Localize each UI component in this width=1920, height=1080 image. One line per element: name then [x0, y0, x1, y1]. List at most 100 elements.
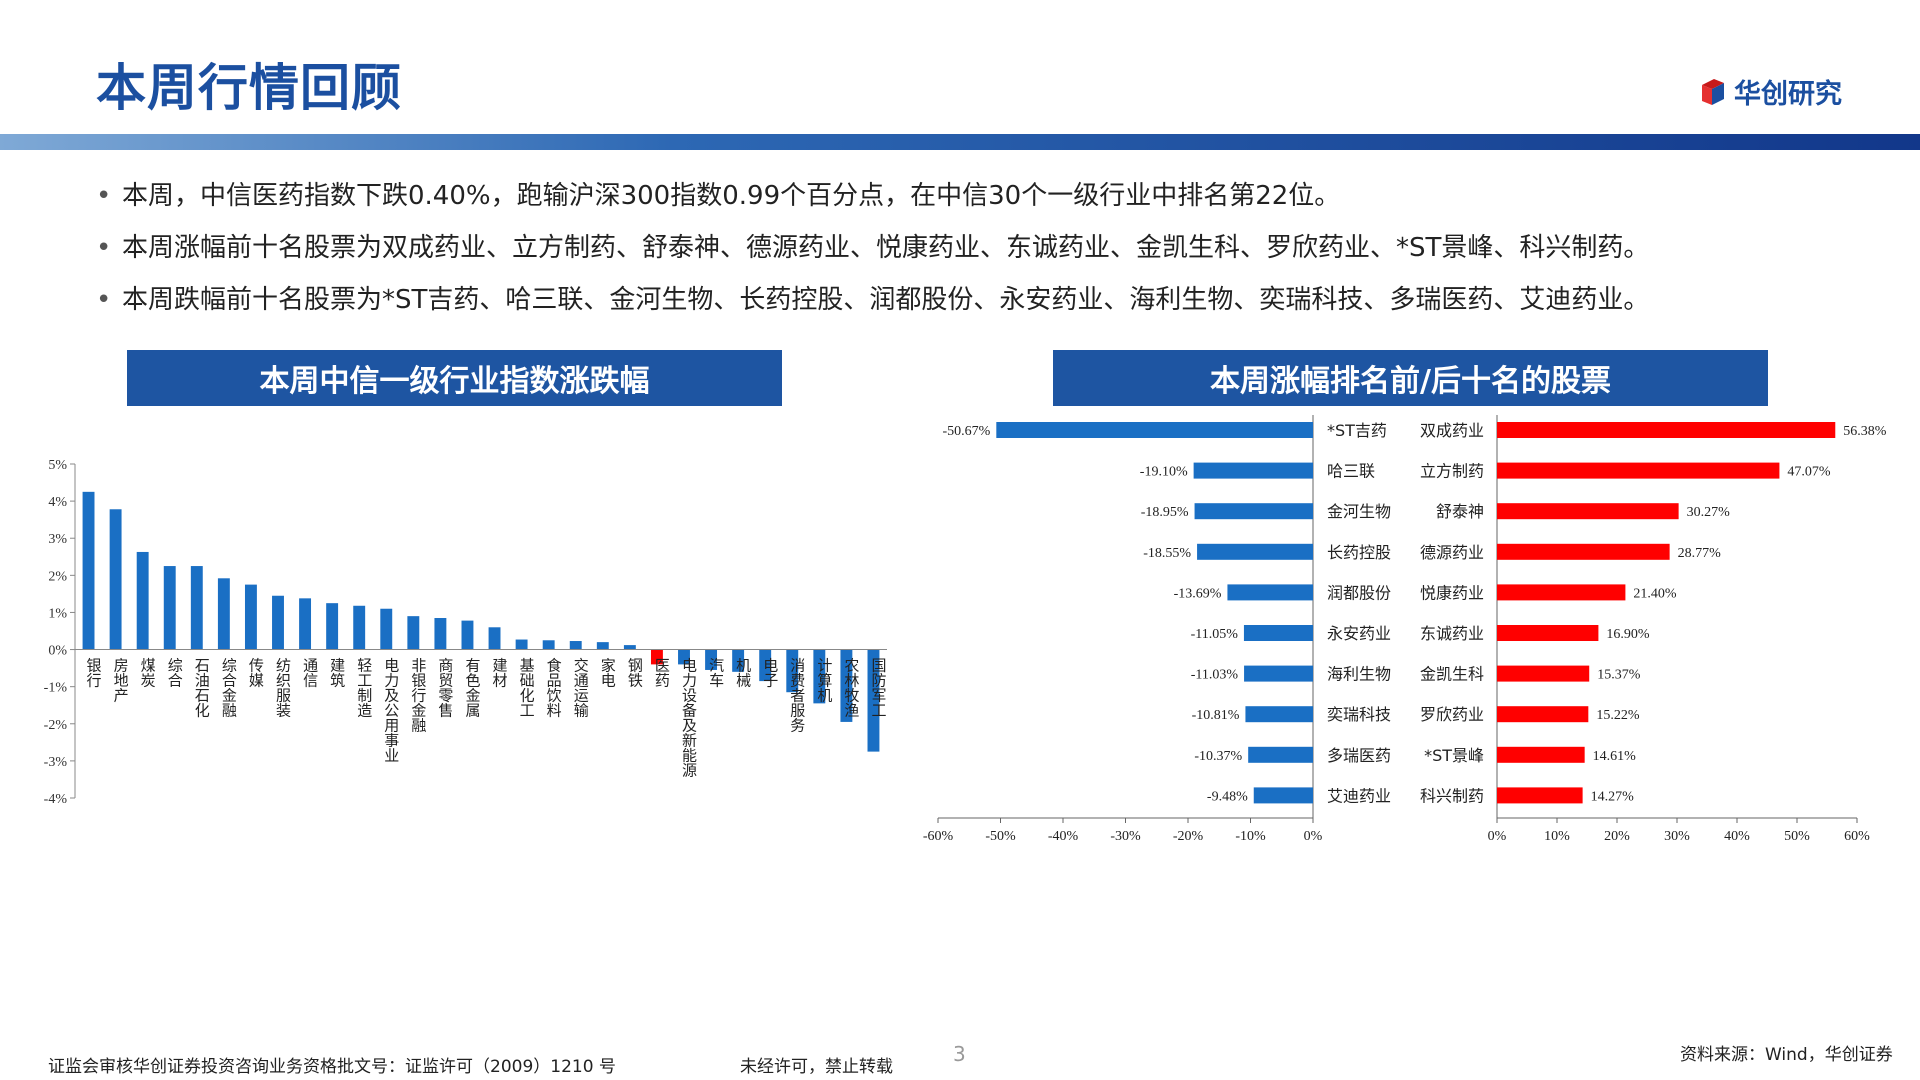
logo-text: 华创研究: [1734, 79, 1842, 110]
gainer-value-label: 56.38%: [1843, 424, 1887, 439]
gainer-bar: [1497, 422, 1836, 438]
gainer-name-label: 德源药业: [1420, 543, 1484, 562]
y-tick-label: 4%: [48, 495, 67, 510]
x-tick-label: -60%: [923, 829, 954, 844]
y-tick-label: 0%: [48, 644, 67, 659]
industry-bar: [190, 566, 203, 650]
gainer-name-label: 双成药业: [1420, 421, 1484, 440]
loser-bar: [1248, 746, 1313, 763]
stock-chart-title: 本周涨幅排名前/后十名的股票: [1053, 350, 1768, 406]
x-tick-label: 0%: [1304, 829, 1323, 844]
gainer-value-label: 15.22%: [1596, 708, 1640, 723]
page-number: 3: [953, 1042, 966, 1066]
category-label: 非银行金融: [409, 658, 427, 733]
x-tick-label: 50%: [1784, 829, 1810, 844]
loser-name-label: *ST吉药: [1327, 421, 1387, 440]
license-text: 证监会审核华创证券投资咨询业务资格批文号：证监许可（2009）1210 号: [48, 1057, 616, 1077]
gainer-bar: [1497, 665, 1590, 682]
industry-bar: [759, 649, 772, 682]
loser-bar: [1253, 787, 1313, 804]
industry-bar: [380, 608, 393, 650]
page-title: 本周行情回顾: [96, 59, 402, 117]
industry-bar: [515, 639, 528, 650]
y-tick-label: -4%: [44, 792, 68, 807]
gainer-bar: [1497, 462, 1780, 479]
gainer-value-label: 30.27%: [1687, 505, 1731, 520]
category-label: 医药: [653, 658, 671, 689]
category-label: 食品饮料: [545, 658, 563, 718]
industry-bar: [732, 649, 745, 672]
y-tick-label: -3%: [44, 755, 68, 770]
industry-bar: [217, 578, 230, 650]
y-tick-label: 1%: [48, 606, 67, 621]
category-label: 电力设备及新能源: [680, 658, 698, 778]
category-label: 计算机: [815, 658, 833, 704]
gainer-bar: [1497, 706, 1589, 723]
industry-bar: [326, 603, 339, 650]
loser-name-label: 艾迪药业: [1327, 786, 1391, 805]
loser-bar: [1227, 584, 1313, 601]
loser-name-label: 多瑞医药: [1327, 746, 1391, 765]
loser-name-label: 海利生物: [1327, 665, 1391, 684]
category-label: 通信: [301, 658, 319, 688]
x-tick-label: -50%: [985, 829, 1016, 844]
category-label: 轻工制造: [355, 658, 373, 719]
loser-bar: [1245, 706, 1313, 723]
loser-bar: [1193, 462, 1313, 479]
y-tick-label: -2%: [44, 718, 68, 733]
industry-bar: [786, 649, 799, 693]
category-label: 家电: [599, 658, 617, 688]
loser-value-label: -18.95%: [1141, 505, 1189, 520]
gainer-name-label: *ST景峰: [1424, 746, 1484, 765]
gainer-name-label: 罗欣药业: [1420, 705, 1484, 724]
x-tick-label: -10%: [1235, 829, 1266, 844]
gainer-name-label: 科兴制药: [1420, 786, 1484, 805]
industry-bar: [542, 640, 555, 650]
gainer-bar: [1497, 584, 1626, 601]
x-tick-label: -40%: [1048, 829, 1079, 844]
x-tick-label: -20%: [1173, 829, 1204, 844]
category-label: 商贸零售: [436, 658, 454, 718]
loser-name-label: 润都股份: [1327, 583, 1391, 602]
y-tick-label: 2%: [48, 569, 67, 584]
loser-name-label: 哈三联: [1327, 462, 1375, 481]
industry-bar: [650, 649, 663, 665]
stock-ranking-chart: -60% -50% -40% -30% -20% -10% 0% 0% 10% 20% 30% 40%…: [923, 415, 1887, 844]
industry-bar: [678, 649, 690, 665]
y-tick-label: 5%: [48, 458, 67, 473]
loser-value-label: -10.81%: [1192, 708, 1240, 723]
x-tick-label: 20%: [1604, 829, 1630, 844]
category-label: 传媒: [247, 658, 265, 688]
loser-name-label: 奕瑞科技: [1327, 705, 1391, 724]
category-label: 建材: [491, 658, 509, 688]
y-tick-label: -1%: [44, 681, 68, 696]
gainer-value-label: 14.61%: [1593, 749, 1637, 764]
category-label: 综合金融: [220, 658, 238, 718]
category-label: 建筑: [328, 658, 346, 689]
x-tick-label: 60%: [1844, 829, 1870, 844]
x-tick-label: -30%: [1110, 829, 1141, 844]
industry-bar-chart: 5% 4% 3% 2% 1% 0% -1% -2% -3% -4% 银行 房地产 煤炭 综合 石油石化 综合金…: [44, 458, 888, 807]
gainer-name-label: 立方制药: [1420, 462, 1484, 481]
category-label: 纺织服装: [274, 658, 292, 718]
loser-value-label: -19.10%: [1140, 465, 1188, 480]
copyright-notice: 未经许可，禁止转载: [740, 1057, 893, 1077]
loser-value-label: -50.67%: [942, 424, 990, 439]
loser-bar: [996, 422, 1313, 438]
category-label: 银行: [85, 658, 103, 689]
loser-name-label: 长药控股: [1327, 543, 1391, 562]
brand-logo: 华创研究: [1700, 72, 1842, 111]
industry-bar: [109, 509, 122, 650]
loser-name-label: 永安药业: [1327, 624, 1391, 643]
gainer-value-label: 47.07%: [1787, 465, 1831, 480]
industry-bar: [569, 641, 582, 650]
gainer-bar: [1497, 543, 1670, 560]
x-tick-label: 10%: [1544, 829, 1570, 844]
category-label: 电子: [761, 658, 779, 688]
gainer-name-label: 金凯生科: [1420, 665, 1484, 684]
loser-value-label: -10.37%: [1194, 749, 1242, 764]
industry-bar: [272, 595, 284, 650]
industry-bar: [82, 491, 95, 650]
category-label: 有色金属: [463, 658, 481, 718]
bullet-item: 本周跌幅前十名股票为*ST吉药、哈三联、金河生物、长药控股、润都股份、永安药业、…: [96, 280, 1649, 332]
